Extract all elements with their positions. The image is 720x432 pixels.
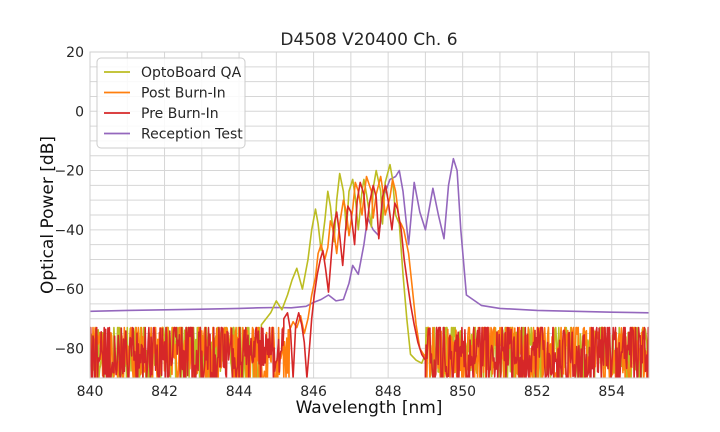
y-axis-label: Optical Power [dB]	[38, 136, 58, 294]
plot-frame	[89, 51, 650, 379]
x-tick-label: 854	[598, 384, 625, 400]
tick-labels: 840 842 844 846 848 850 852 854 20 0 −20 −40 −60 −80	[54, 45, 625, 400]
x-axis-label: Wavelength [nm]	[296, 398, 443, 418]
series-line-pre-burn-in	[90, 181, 649, 378]
legend-label: Post Burn-In	[141, 86, 226, 102]
chart-title: D4508 V20400 Ch. 6	[280, 30, 457, 50]
x-tick-label: 848	[375, 384, 402, 400]
legend-label: Pre Burn-In	[141, 106, 219, 122]
legend-label: Reception Test	[141, 127, 243, 143]
y-tick-label: −80	[54, 341, 84, 357]
x-tick-label: 844	[226, 384, 253, 400]
series-layer	[89, 51, 650, 379]
x-tick-label: 842	[151, 384, 178, 400]
x-tick-label: 850	[449, 384, 476, 400]
y-tick-label: 0	[75, 104, 84, 120]
x-tick-label: 852	[524, 384, 551, 400]
y-tick-label: −40	[54, 223, 84, 239]
series-line-reception-test	[90, 157, 649, 314]
y-tick-label: −60	[54, 282, 84, 298]
legend-label: OptoBoard QA	[141, 65, 242, 81]
y-tick-label: 20	[66, 45, 84, 61]
x-tick-label: 840	[77, 384, 104, 400]
x-tick-label: 846	[300, 384, 327, 400]
legend: OptoBoard QA Post Burn-In Pre Burn-In Recep…	[96, 57, 246, 149]
y-tick-label: −20	[54, 164, 84, 180]
legend-box	[96, 57, 246, 149]
